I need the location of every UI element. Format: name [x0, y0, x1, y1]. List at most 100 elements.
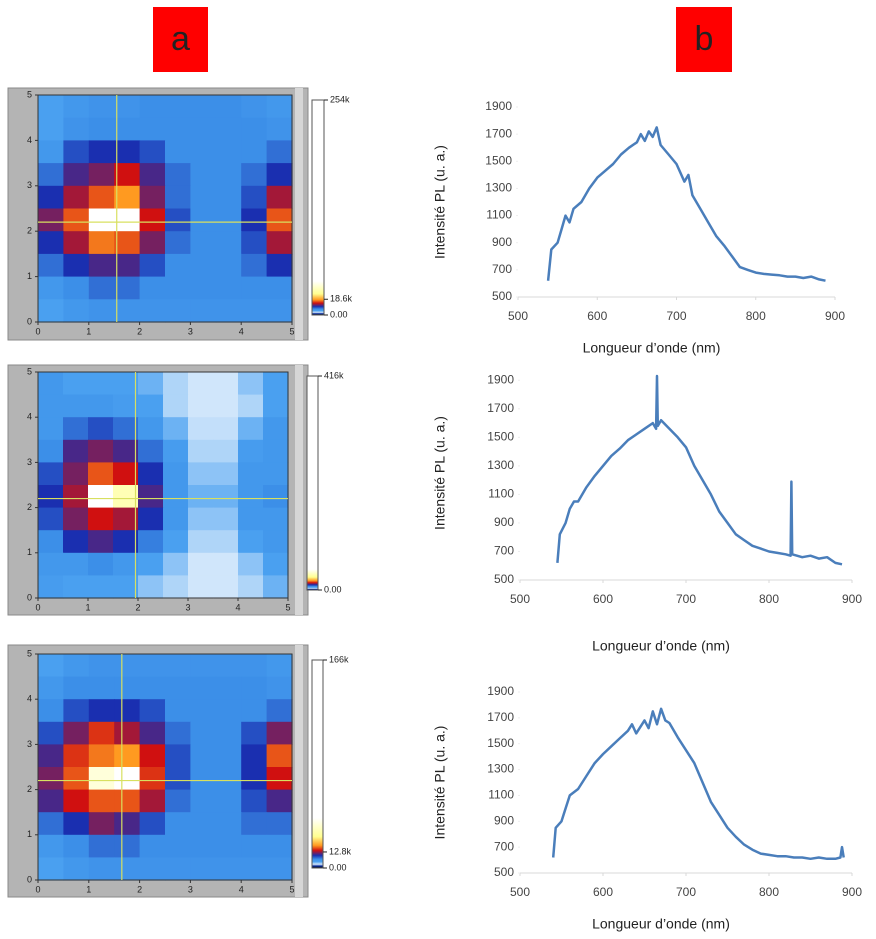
- heat-cell: [63, 439, 89, 463]
- heat-cell: [38, 462, 64, 486]
- x-tick-label: 600: [593, 592, 613, 606]
- heat-cell: [190, 140, 217, 164]
- heat-cell: [241, 231, 268, 255]
- heat-cell: [190, 676, 217, 700]
- heat-cell: [266, 767, 293, 791]
- heat-cell: [165, 654, 191, 678]
- heat-cell: [38, 276, 64, 300]
- heat-cell: [139, 231, 166, 255]
- heat-cell: [139, 857, 166, 881]
- heat-cell: [88, 439, 114, 463]
- heat-cell: [190, 857, 217, 881]
- y-tick-label: 1700: [487, 710, 514, 724]
- heat-cell: [238, 462, 264, 486]
- heat-cell: [165, 185, 191, 210]
- heat-cell: [215, 812, 242, 836]
- heat-cell: [139, 299, 166, 323]
- heat-cell: [213, 439, 239, 463]
- y-tick-label: 2: [27, 226, 32, 236]
- heat-cell: [63, 789, 90, 813]
- heat-cell: [163, 417, 189, 441]
- y-tick-label: 1900: [485, 99, 512, 113]
- heat-cell: [63, 507, 89, 531]
- colorbar: [306, 375, 319, 591]
- heat-cell: [163, 485, 189, 509]
- heat-cell: [165, 163, 191, 187]
- heat-cell: [38, 163, 64, 187]
- x-tick-label: 3: [188, 884, 193, 894]
- heat-cell: [63, 253, 90, 278]
- heat-cell: [88, 208, 115, 232]
- heat-cell: [241, 276, 268, 300]
- x-tick-label: 800: [759, 885, 779, 899]
- heat-cell: [163, 372, 189, 396]
- heat-cell: [263, 462, 289, 486]
- heat-cell: [114, 654, 141, 678]
- heat-cell: [190, 812, 217, 836]
- heat-cell: [213, 507, 239, 531]
- heat-cell: [213, 417, 239, 441]
- heat-cell: [88, 185, 115, 210]
- heat-cell: [63, 676, 90, 700]
- heat-cell: [163, 575, 189, 599]
- heat-cell: [38, 654, 64, 678]
- heat-cell: [63, 208, 90, 232]
- heat-cell: [38, 857, 64, 881]
- heat-cell: [215, 208, 242, 232]
- x-tick-label: 1: [86, 884, 91, 894]
- heat-cell: [165, 231, 191, 255]
- y-tick-label: 500: [494, 572, 514, 586]
- heat-cell: [238, 530, 264, 554]
- heat-cell: [241, 253, 268, 278]
- heat-cell: [63, 552, 89, 576]
- heat-cell: [38, 485, 64, 509]
- heat-cell: [266, 117, 293, 141]
- panel-inner: [295, 645, 303, 897]
- heat-cell: [114, 699, 141, 723]
- colorbar-label: 254k: [330, 94, 350, 104]
- heat-cell: [63, 812, 90, 836]
- heat-cell: [266, 276, 293, 300]
- heat-cell: [88, 654, 115, 678]
- heat-cell: [188, 530, 214, 554]
- x-tick-label: 500: [510, 885, 530, 899]
- colorbar-label: 0.00: [329, 862, 347, 872]
- y-tick-label: 1100: [486, 208, 512, 222]
- x-tick-label: 500: [508, 309, 528, 323]
- heat-cell: [38, 394, 64, 418]
- heat-cell: [241, 208, 268, 232]
- x-tick-label: 4: [239, 326, 244, 336]
- y-tick-label: 1: [27, 547, 32, 557]
- heat-cell: [215, 834, 242, 858]
- heat-cell: [38, 507, 64, 531]
- heat-cell: [238, 552, 264, 576]
- y-tick-label: 0: [27, 874, 32, 884]
- heat-cell: [138, 439, 164, 463]
- x-tick-label: 600: [587, 309, 607, 323]
- heat-cell: [266, 185, 293, 210]
- heat-cell: [139, 140, 166, 164]
- heat-cell: [215, 231, 242, 255]
- heat-cell: [88, 834, 115, 858]
- heat-cell: [139, 676, 166, 700]
- x-tick-label: 4: [235, 602, 240, 612]
- heat-cell: [241, 654, 268, 678]
- heat-cell: [88, 231, 115, 255]
- heat-cell: [238, 417, 264, 441]
- heat-cell: [113, 507, 139, 531]
- heat-cell: [266, 676, 293, 700]
- heat-cell: [263, 417, 289, 441]
- heat-cell: [165, 95, 191, 119]
- y-tick-label: 5: [27, 366, 32, 376]
- heat-cell: [165, 812, 191, 836]
- heat-cell: [215, 676, 242, 700]
- spectrum-line: [551, 707, 845, 861]
- heat-cell: [190, 299, 217, 323]
- heat-cell: [266, 140, 293, 164]
- x-tick-label: 0: [35, 326, 40, 336]
- x-tick-label: 5: [285, 602, 290, 612]
- heat-cell: [114, 767, 141, 791]
- y-tick-label: 5: [27, 89, 32, 99]
- heat-cell: [88, 721, 115, 745]
- x-tick-label: 5: [289, 884, 294, 894]
